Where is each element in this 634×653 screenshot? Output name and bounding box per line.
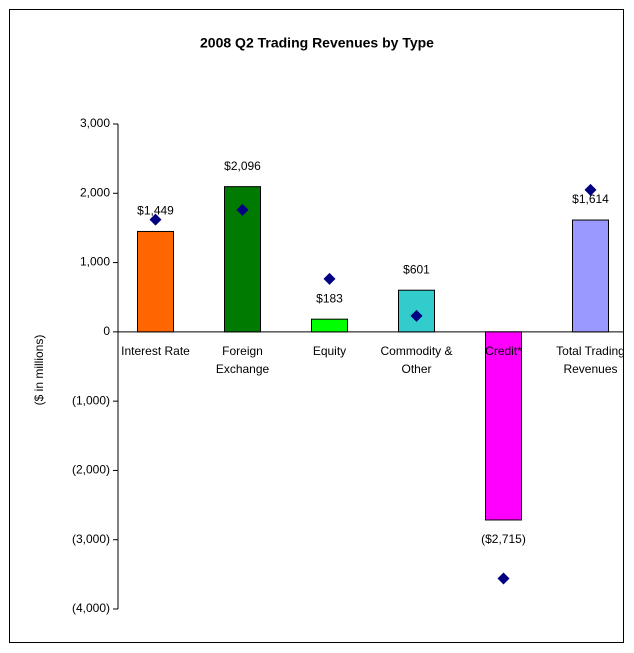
y-tick-label: (3,000) xyxy=(72,532,110,546)
x-tick-label: Foreign xyxy=(222,344,263,358)
y-tick-label: 0 xyxy=(103,324,110,338)
bar xyxy=(137,230,174,333)
x-tick-label: Revenues xyxy=(563,362,617,376)
marker-diamond xyxy=(497,572,510,585)
data-label: $1,449 xyxy=(137,204,174,218)
y-tick-label: 3,000 xyxy=(80,116,110,130)
x-tick-label: Equity xyxy=(313,344,346,358)
x-tick-label: Other xyxy=(401,362,431,376)
bar xyxy=(224,186,261,333)
y-tick-label: (4,000) xyxy=(72,601,110,615)
x-tick-label: Total Trading xyxy=(556,344,625,358)
marker-diamond xyxy=(410,309,423,322)
marker-diamond xyxy=(149,213,162,226)
data-label: $1,614 xyxy=(572,192,609,206)
y-axis-title: ($ in millions) xyxy=(32,335,46,406)
data-label: $601 xyxy=(403,262,430,276)
x-tick-label: Credit* xyxy=(485,344,522,358)
x-tick-label: Interest Rate xyxy=(121,344,190,358)
marker-diamond xyxy=(236,203,249,216)
bar xyxy=(485,331,522,521)
y-tick-label: (2,000) xyxy=(72,463,110,477)
bar xyxy=(572,219,609,333)
x-tick-label: Commodity & xyxy=(380,344,452,358)
marker-diamond xyxy=(323,272,336,285)
bar xyxy=(311,318,348,333)
x-tick-label: Exchange xyxy=(216,362,270,376)
data-label: $183 xyxy=(316,291,343,305)
chart-title: 2008 Q2 Trading Revenues by Type xyxy=(200,35,434,51)
marker-diamond xyxy=(584,183,597,196)
data-label: $2,096 xyxy=(224,159,261,173)
data-label: ($2,715) xyxy=(481,532,526,546)
y-tick-label: 2,000 xyxy=(80,185,110,199)
y-tick-label: 1,000 xyxy=(80,255,110,269)
y-tick-label: (1,000) xyxy=(72,393,110,407)
